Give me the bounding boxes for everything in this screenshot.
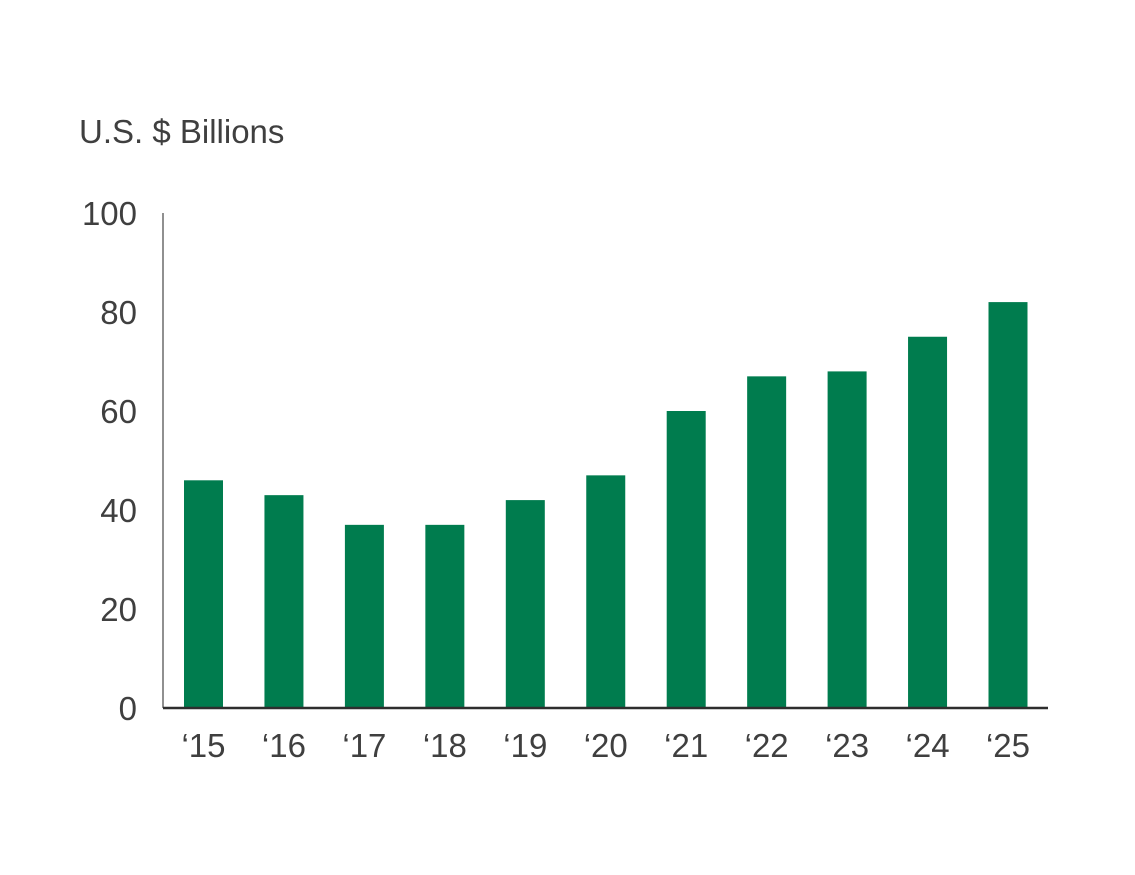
y-tick-label: 0 bbox=[119, 690, 137, 727]
x-tick-label: ‘16 bbox=[262, 727, 306, 764]
y-tick-label: 40 bbox=[100, 492, 137, 529]
bar bbox=[827, 371, 867, 708]
y-axis-ticks: 0 20 40 60 80 100 bbox=[82, 195, 137, 727]
bar bbox=[425, 524, 465, 708]
x-tick-label: ‘23 bbox=[825, 727, 869, 764]
x-tick-label: ‘15 bbox=[181, 727, 225, 764]
x-tick-label: ‘17 bbox=[342, 727, 386, 764]
bar bbox=[666, 411, 706, 708]
y-axis-unit-label: U.S. $ Billions bbox=[79, 113, 284, 150]
bar bbox=[586, 475, 626, 708]
x-tick-label: ‘24 bbox=[906, 727, 950, 764]
x-tick-label: ‘19 bbox=[503, 727, 547, 764]
x-axis-labels: ‘15 ‘16 ‘17 ‘18 ‘19 ‘20 ‘21 ‘22 ‘23 ‘24 ‘25 bbox=[181, 727, 1030, 764]
y-tick-label: 60 bbox=[100, 393, 137, 430]
y-tick-label: 80 bbox=[100, 294, 137, 331]
bar bbox=[264, 495, 304, 708]
bar bbox=[988, 302, 1028, 708]
y-tick-label: 20 bbox=[100, 591, 137, 628]
bar bbox=[344, 524, 384, 708]
x-tick-label: ‘22 bbox=[745, 727, 789, 764]
bar bbox=[505, 500, 545, 708]
x-tick-label: ‘21 bbox=[664, 727, 708, 764]
bar bbox=[747, 376, 787, 708]
x-tick-label: ‘20 bbox=[584, 727, 628, 764]
y-tick-label: 100 bbox=[82, 195, 137, 232]
x-tick-label: ‘18 bbox=[423, 727, 467, 764]
x-tick-label: ‘25 bbox=[986, 727, 1030, 764]
bars-group bbox=[184, 302, 1028, 708]
bar bbox=[908, 336, 948, 708]
bar bbox=[184, 480, 223, 708]
